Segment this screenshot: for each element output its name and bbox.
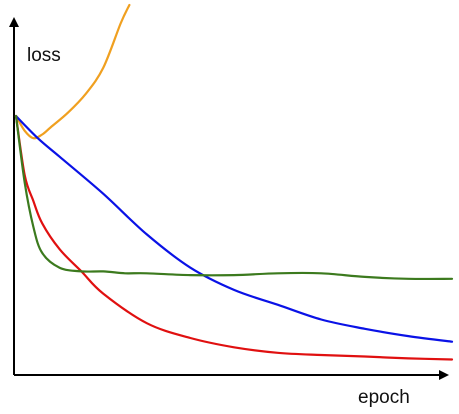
y-axis-label: loss <box>27 45 61 66</box>
series-layer <box>14 3 454 361</box>
red-loss-curve <box>14 114 454 361</box>
green-loss-curve <box>14 114 454 281</box>
orange-loss-curve <box>14 3 131 140</box>
x-axis-label: epoch <box>358 387 410 408</box>
blue-loss-curve <box>14 114 454 343</box>
